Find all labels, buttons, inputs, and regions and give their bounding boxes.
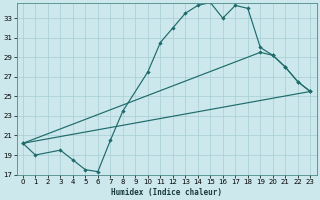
X-axis label: Humidex (Indice chaleur): Humidex (Indice chaleur): [111, 188, 222, 197]
